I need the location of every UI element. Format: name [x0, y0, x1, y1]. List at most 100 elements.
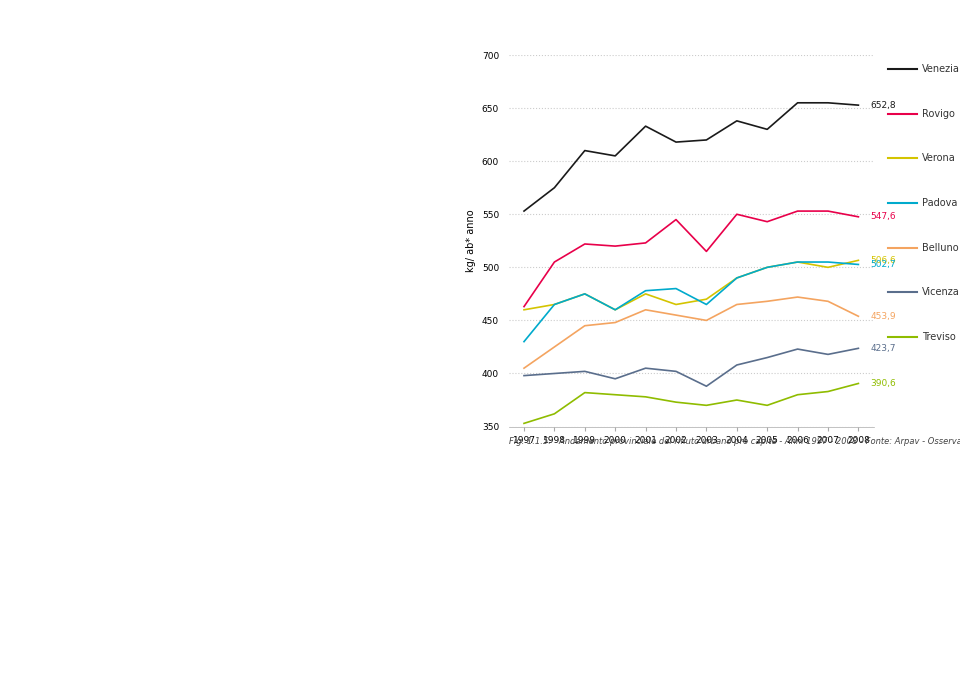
Padova — [732, 274, 743, 282]
Vicenza — [610, 375, 621, 383]
Vicenza — [701, 382, 712, 390]
Venezia — [761, 125, 773, 133]
Belluno — [822, 297, 833, 305]
Line: Treviso: Treviso — [524, 383, 858, 423]
Venezia — [701, 136, 712, 144]
Verona — [701, 295, 712, 303]
Belluno — [852, 312, 864, 321]
Text: 390,6: 390,6 — [871, 379, 897, 388]
Belluno — [792, 293, 804, 301]
Text: Vicenza: Vicenza — [922, 288, 959, 297]
Rovigo — [639, 239, 651, 247]
Text: 652,8: 652,8 — [871, 100, 897, 109]
Treviso — [822, 387, 833, 396]
Vicenza — [518, 372, 530, 380]
Rovigo — [822, 207, 833, 215]
Treviso — [761, 401, 773, 409]
Verona — [792, 258, 804, 266]
Verona — [822, 264, 833, 272]
Verona — [518, 305, 530, 314]
Belluno — [610, 319, 621, 327]
Treviso — [701, 401, 712, 409]
Vicenza — [822, 350, 833, 358]
Treviso — [852, 379, 864, 387]
Venezia — [732, 117, 743, 125]
Treviso — [670, 398, 682, 407]
Vicenza — [732, 361, 743, 369]
Treviso — [518, 419, 530, 427]
Belluno — [701, 316, 712, 325]
Rovigo — [792, 207, 804, 215]
Line: Venezia: Venezia — [524, 103, 858, 211]
Padova — [761, 264, 773, 272]
Padova — [822, 258, 833, 266]
Verona — [852, 256, 864, 264]
Line: Rovigo: Rovigo — [524, 211, 858, 307]
Venezia — [610, 152, 621, 160]
Venezia — [670, 138, 682, 147]
Vicenza — [670, 367, 682, 376]
Venezia — [579, 147, 590, 155]
Line: Padova: Padova — [524, 262, 858, 342]
Treviso — [792, 391, 804, 399]
Treviso — [732, 396, 743, 404]
Text: 506,6: 506,6 — [871, 256, 897, 265]
Rovigo — [852, 213, 864, 221]
Text: 547,6: 547,6 — [871, 213, 897, 222]
Verona — [549, 301, 561, 309]
Verona — [732, 274, 743, 282]
Venezia — [639, 122, 651, 130]
Rovigo — [701, 247, 712, 255]
Text: 423,7: 423,7 — [871, 344, 896, 353]
Verona — [579, 290, 590, 298]
Belluno — [518, 364, 530, 372]
Padova — [670, 284, 682, 292]
Line: Belluno: Belluno — [524, 297, 858, 368]
Text: Venezia: Venezia — [922, 64, 959, 74]
Rovigo — [670, 215, 682, 224]
Padova — [610, 305, 621, 314]
Verona — [761, 264, 773, 272]
Belluno — [549, 343, 561, 351]
Text: Treviso: Treviso — [922, 332, 955, 342]
Venezia — [518, 207, 530, 215]
Padova — [549, 301, 561, 309]
Venezia — [852, 101, 864, 109]
Belluno — [761, 297, 773, 305]
Rovigo — [549, 258, 561, 266]
Venezia — [549, 184, 561, 192]
Rovigo — [732, 210, 743, 218]
Belluno — [639, 305, 651, 314]
Line: Vicenza: Vicenza — [524, 348, 858, 386]
Treviso — [549, 409, 561, 418]
Venezia — [822, 98, 833, 107]
Belluno — [579, 321, 590, 330]
Treviso — [579, 389, 590, 397]
Verona — [610, 305, 621, 314]
Padova — [518, 338, 530, 346]
Treviso — [610, 391, 621, 399]
Verona — [639, 290, 651, 298]
Padova — [579, 290, 590, 298]
Vicenza — [761, 354, 773, 362]
Text: Verona: Verona — [922, 153, 955, 163]
Vicenza — [639, 364, 651, 372]
Rovigo — [761, 217, 773, 226]
Text: Rovigo: Rovigo — [922, 109, 954, 118]
Venezia — [792, 98, 804, 107]
Y-axis label: kg/ ab* anno: kg/ ab* anno — [467, 209, 476, 272]
Padova — [792, 258, 804, 266]
Verona — [670, 301, 682, 309]
Vicenza — [549, 369, 561, 378]
Line: Verona: Verona — [524, 260, 858, 310]
Vicenza — [792, 345, 804, 353]
Belluno — [732, 301, 743, 309]
Padova — [852, 260, 864, 268]
Text: Padova: Padova — [922, 198, 957, 208]
Padova — [639, 287, 651, 295]
Padova — [701, 301, 712, 309]
Treviso — [639, 393, 651, 401]
Text: 453,9: 453,9 — [871, 312, 897, 321]
Belluno — [670, 311, 682, 319]
Text: Fig. 1.1.5:   Andamento provinciale del rifiuto urbano pro capite - Anni 1997 - : Fig. 1.1.5: Andamento provinciale del ri… — [509, 437, 960, 446]
